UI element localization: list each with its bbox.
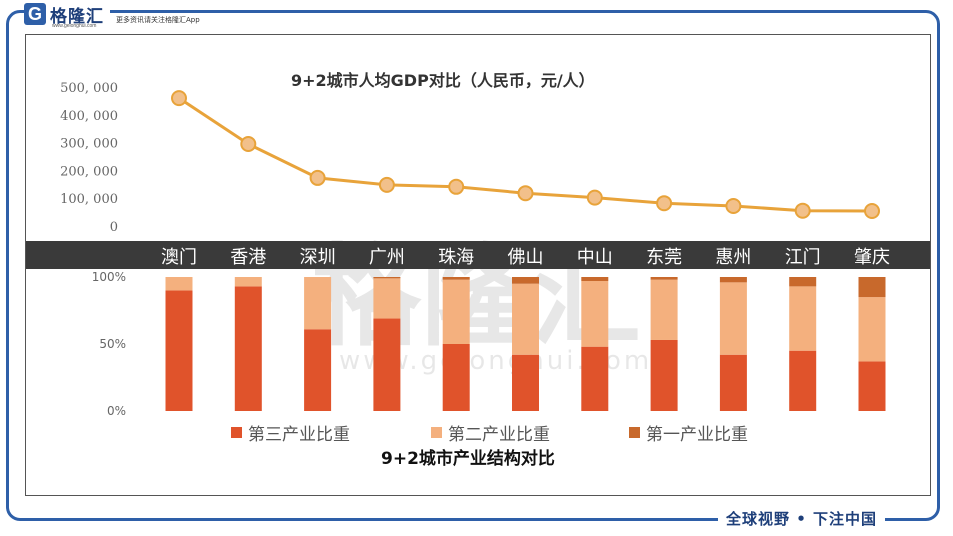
- gdp-point: [448, 178, 465, 195]
- city-labels: 澳门 香港 深圳 广州 珠海 佛山 中山 东莞 惠州 江门 肇庆: [161, 247, 890, 268]
- bar-segment: [581, 346, 609, 411]
- industry-bars: [165, 277, 886, 411]
- bar-segment: [719, 354, 747, 411]
- city-label: 澳门: [161, 247, 197, 268]
- bar-segment: [373, 277, 401, 279]
- logo-g-icon: G: [24, 3, 46, 25]
- city-label: 深圳: [300, 247, 336, 268]
- bar-segment: [442, 277, 470, 280]
- gdp-point: [171, 90, 187, 107]
- footer-slogan: 全球视野 • 下注中国: [718, 508, 886, 530]
- industry-legend: 第三产业比重 第二产业比重 第一产业比重: [231, 425, 748, 445]
- bar-segment: [234, 286, 262, 411]
- legend-label: 第二产业比重: [448, 425, 550, 445]
- bar-segment: [858, 277, 886, 298]
- bar-segment: [304, 329, 332, 411]
- brand-logo: G 格隆汇: [24, 2, 110, 27]
- bar-segment: [789, 350, 817, 411]
- city-label: 惠州: [715, 247, 751, 268]
- bar-segment: [858, 361, 886, 411]
- gdp-y-tick: 400, 000: [60, 109, 118, 124]
- gdp-point: [378, 176, 395, 193]
- gdp-y-axis: 0 100, 000 200, 000 300, 000 400, 000 500, 00…: [60, 81, 118, 235]
- gdp-y-tick: 500, 000: [60, 81, 118, 96]
- bar-segment: [581, 281, 609, 347]
- gdp-y-tick: 100, 000: [60, 192, 118, 207]
- gdp-point: [240, 135, 257, 152]
- gdp-y-tick: 0: [110, 220, 118, 235]
- bar-segment: [858, 297, 886, 362]
- bar-segment: [650, 277, 678, 280]
- legend-swatch: [629, 427, 640, 438]
- city-label: 东莞: [646, 247, 682, 268]
- chart-panel: 格隆汇 www.gelonghui.com 9+2城市人均GDP对比（人民币，元…: [25, 34, 931, 496]
- gdp-point: [517, 185, 534, 202]
- city-label: 广州: [369, 247, 405, 268]
- gdp-point: [656, 195, 673, 212]
- city-label: 佛山: [508, 247, 544, 268]
- bar-segment: [165, 290, 193, 411]
- industry-y-tick: 0%: [107, 404, 126, 418]
- legend-label: 第一产业比重: [646, 425, 748, 445]
- bar-segment: [581, 277, 609, 282]
- industry-y-tick: 100%: [92, 270, 126, 284]
- bar-segment: [442, 279, 470, 344]
- industry-y-axis: 0% 50% 100%: [92, 270, 126, 418]
- legend-swatch: [431, 427, 442, 438]
- gdp-point: [794, 202, 811, 219]
- gdp-point: [864, 202, 880, 219]
- city-label: 香港: [230, 247, 266, 268]
- legend-swatch: [231, 427, 242, 438]
- bar-segment: [719, 282, 747, 355]
- bar-segment: [234, 277, 262, 287]
- bar-segment: [304, 277, 332, 330]
- bar-segment: [789, 277, 817, 287]
- tagline: 更多资讯请关注格隆汇App: [114, 15, 202, 25]
- bar-segment: [650, 339, 678, 411]
- gdp-chart-title: 9+2城市人均GDP对比（人民币，元/人）: [291, 71, 595, 90]
- gdp-line-chart: 9+2城市人均GDP对比（人民币，元/人） 0 100, 000 200, 000 3…: [60, 71, 880, 235]
- city-label: 江门: [785, 247, 821, 268]
- gdp-y-tick: 300, 000: [60, 137, 118, 152]
- chart-canvas: 格隆汇 www.gelonghui.com 9+2城市人均GDP对比（人民币，元…: [26, 71, 930, 469]
- bar-segment: [789, 286, 817, 351]
- bar-segment: [442, 344, 470, 411]
- logo-text: 格隆汇: [50, 6, 104, 27]
- bar-segment: [512, 277, 539, 284]
- city-label: 珠海: [438, 247, 474, 268]
- gdp-point: [309, 169, 326, 186]
- industry-chart-title: 9+2城市产业结构对比: [381, 448, 555, 469]
- industry-y-tick: 50%: [99, 337, 126, 351]
- city-band-background: [26, 241, 930, 269]
- bar-segment: [650, 279, 678, 340]
- city-label: 肇庆: [854, 247, 890, 268]
- logo-url: www.gelonghui.com: [52, 23, 97, 29]
- bar-segment: [373, 318, 401, 411]
- gdp-points: [171, 90, 880, 219]
- city-label: 中山: [577, 247, 613, 268]
- bar-segment: [373, 278, 401, 319]
- gdp-y-tick: 200, 000: [60, 164, 118, 179]
- legend-label: 第三产业比重: [248, 425, 350, 445]
- industry-stacked-bar-chart: 0% 50% 100% 第三产业比重 第二产业比重 第一产业比重 9+2城市产业结构对比: [92, 270, 886, 469]
- bar-segment: [165, 277, 193, 291]
- gdp-point: [725, 197, 742, 214]
- city-label-band: 澳门 香港 深圳 广州 珠海 佛山 中山 东莞 惠州 江门 肇庆: [26, 241, 930, 269]
- outer-frame: [6, 10, 940, 521]
- bar-segment: [512, 283, 539, 355]
- bar-segment: [719, 277, 747, 283]
- gdp-point: [586, 189, 603, 206]
- bar-segment: [512, 354, 539, 411]
